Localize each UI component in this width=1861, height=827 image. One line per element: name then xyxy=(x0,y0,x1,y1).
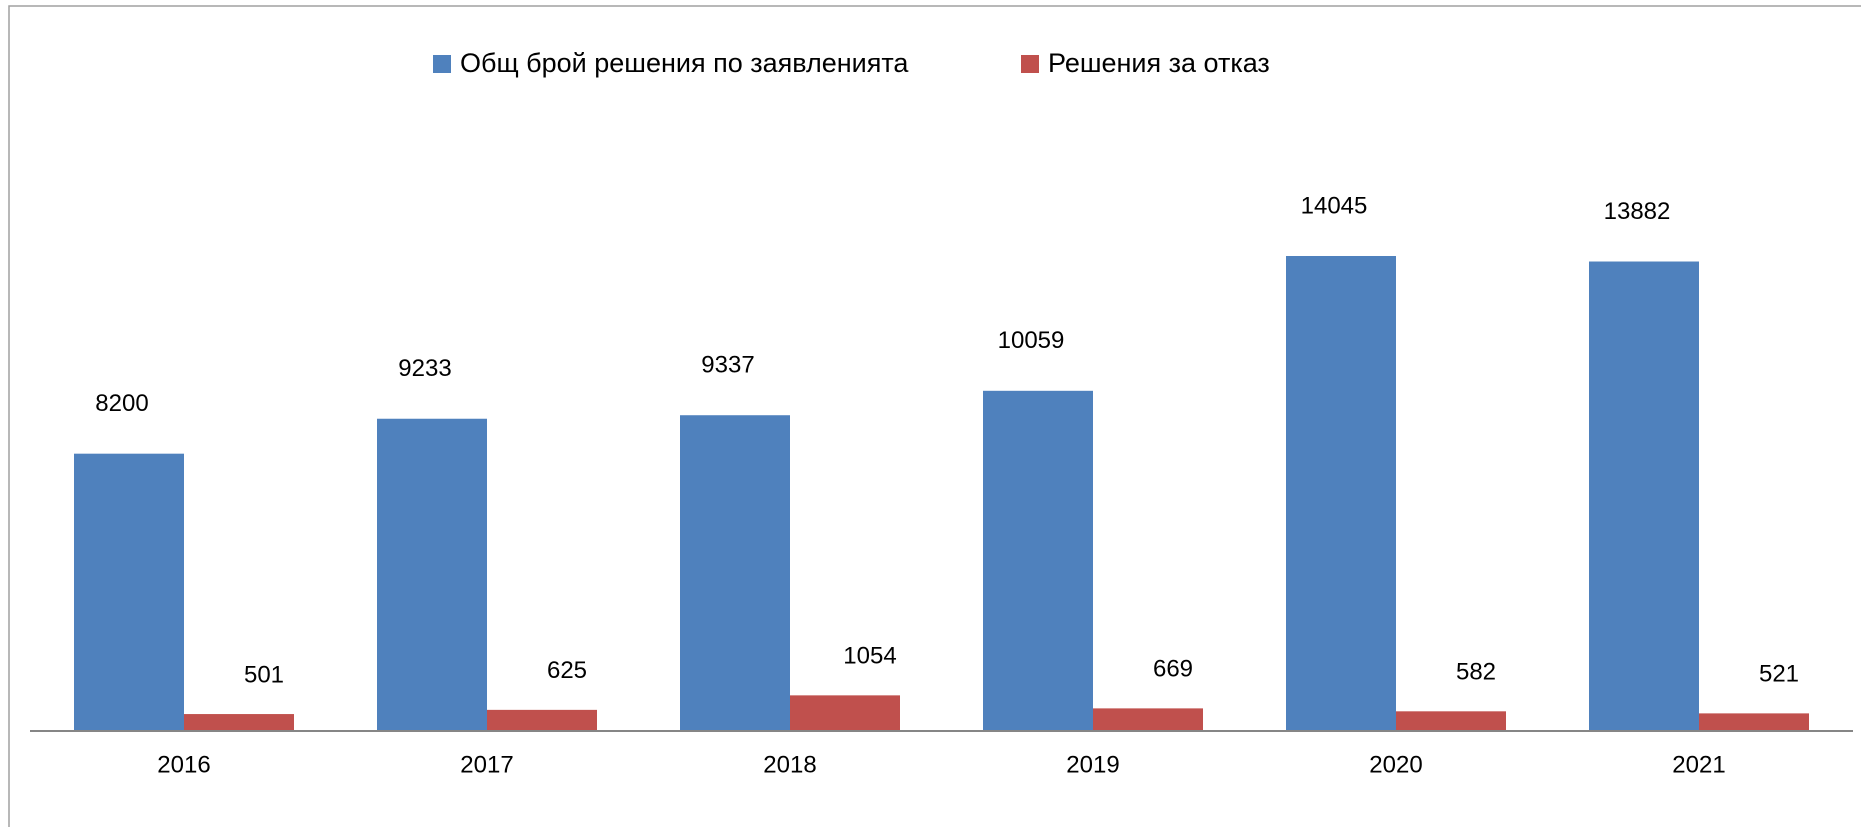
bar xyxy=(1093,708,1203,731)
data-label: 8200 xyxy=(95,390,148,417)
x-tick-label: 2016 xyxy=(157,751,210,778)
data-label: 9337 xyxy=(701,352,754,379)
legend-label: Общ брой решения по заявленията xyxy=(460,48,909,78)
data-label: 9233 xyxy=(398,355,451,382)
bar xyxy=(1699,713,1809,731)
x-tick-label: 2020 xyxy=(1369,751,1422,778)
x-tick-label: 2018 xyxy=(763,751,816,778)
x-tick-label: 2019 xyxy=(1066,751,1119,778)
data-label: 521 xyxy=(1759,661,1799,688)
x-tick-label: 2017 xyxy=(460,751,513,778)
data-label: 14045 xyxy=(1301,192,1368,219)
bar xyxy=(487,709,597,731)
data-label: 10059 xyxy=(998,327,1065,354)
bar xyxy=(74,453,184,731)
bar xyxy=(184,714,294,731)
bar xyxy=(377,418,487,731)
bar xyxy=(790,695,900,731)
bar xyxy=(983,390,1093,731)
legend-label: Решения за отказ xyxy=(1048,48,1270,78)
data-label: 501 xyxy=(244,661,284,688)
data-label: 582 xyxy=(1456,659,1496,686)
legend-swatch xyxy=(433,55,451,73)
bar xyxy=(680,415,790,731)
data-label: 625 xyxy=(547,657,587,684)
bar xyxy=(1396,711,1506,731)
bar xyxy=(1589,261,1699,731)
bar xyxy=(1286,256,1396,731)
data-label: 669 xyxy=(1153,656,1193,683)
chart-frame xyxy=(8,5,1861,827)
data-label: 13882 xyxy=(1604,198,1671,225)
x-tick-label: 2021 xyxy=(1672,751,1725,778)
legend-swatch xyxy=(1021,55,1039,73)
data-label: 1054 xyxy=(843,643,896,670)
